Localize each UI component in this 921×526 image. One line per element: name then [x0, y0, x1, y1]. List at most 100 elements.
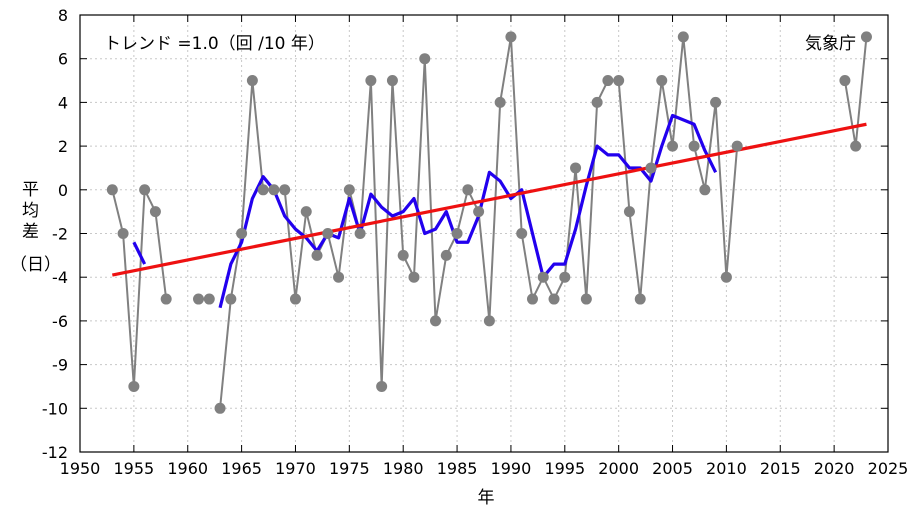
- data-point: [354, 228, 366, 239]
- x-tick-label: 2005: [652, 459, 693, 478]
- y-tick-label: -4: [52, 268, 68, 287]
- x-tick-label: 2015: [760, 459, 801, 478]
- data-point: [860, 31, 872, 43]
- data-point: [225, 293, 237, 305]
- data-point: [516, 228, 528, 239]
- data-point: [570, 162, 582, 174]
- y-tick-label: -6: [52, 312, 68, 331]
- data-point: [731, 140, 743, 152]
- x-tick-label: 2000: [598, 459, 639, 478]
- data-point: [656, 75, 668, 87]
- data-point: [591, 96, 603, 108]
- data-point: [300, 206, 312, 218]
- y-tick-label: 4: [58, 93, 68, 112]
- y-tick-label: -9: [52, 356, 68, 375]
- y-tick-label: 0: [58, 181, 68, 200]
- data-point: [602, 75, 614, 87]
- data-point: [128, 380, 140, 392]
- x-tick-label: 1950: [60, 459, 101, 478]
- data-point: [343, 184, 355, 196]
- source-label: 気象庁: [805, 34, 856, 54]
- data-point: [505, 31, 517, 43]
- data-point: [160, 293, 172, 305]
- data-point: [440, 249, 452, 261]
- y-tick-label: 2: [58, 137, 68, 156]
- y-axis-title-unit: （日）: [10, 255, 61, 275]
- data-point: [537, 271, 549, 283]
- data-point: [720, 271, 732, 283]
- data-point: [408, 271, 420, 283]
- data-point: [386, 75, 398, 87]
- x-tick-label: 1965: [221, 459, 262, 478]
- y-axis-title-char: 差: [22, 222, 39, 242]
- y-tick-label: 8: [58, 6, 68, 25]
- y-axis-title-char: 均: [22, 201, 39, 221]
- data-point: [117, 228, 129, 239]
- x-axis-title: 年: [478, 488, 495, 508]
- data-point: [580, 293, 592, 305]
- y-tick-label: -12: [42, 443, 68, 462]
- data-point: [473, 206, 485, 218]
- data-point: [149, 206, 161, 218]
- data-point: [203, 293, 215, 305]
- data-point: [397, 249, 409, 261]
- annual-series-line: [111, 185, 168, 387]
- y-tick-label: 6: [58, 50, 68, 69]
- y-axis-title: 平均差 （日）: [10, 180, 61, 275]
- grid-layer: [80, 15, 888, 452]
- x-tick-label: 1995: [544, 459, 585, 478]
- trend-line: [112, 122, 867, 277]
- trend-annotation: トレンド =1.0（回 /10 年）: [104, 34, 325, 54]
- data-point: [430, 315, 442, 327]
- data-point: [322, 228, 334, 239]
- data-point: [419, 53, 431, 65]
- data-point: [365, 75, 377, 87]
- data-point: [839, 75, 851, 87]
- x-tick-label: 1960: [167, 459, 208, 478]
- series-layer: [106, 31, 872, 414]
- data-point: [376, 380, 388, 392]
- data-point: [462, 184, 474, 196]
- x-tick-label: 2025: [868, 459, 909, 478]
- data-point: [289, 293, 301, 305]
- data-point: [699, 184, 711, 196]
- data-point: [667, 140, 679, 152]
- data-point: [559, 271, 571, 283]
- data-point: [494, 96, 506, 108]
- x-tick-label: 1985: [437, 459, 478, 478]
- running-mean-line: [132, 241, 147, 265]
- data-point: [311, 249, 323, 261]
- data-point: [548, 293, 560, 305]
- data-point: [526, 293, 538, 305]
- data-point: [850, 140, 862, 152]
- data-point: [451, 228, 463, 239]
- data-point: [214, 402, 226, 414]
- data-point: [483, 315, 495, 327]
- running-mean-line: [218, 113, 718, 309]
- data-point: [106, 184, 118, 196]
- x-tick-label: 1990: [491, 459, 532, 478]
- x-tick-label: 2020: [814, 459, 855, 478]
- x-tick-label: 1980: [383, 459, 424, 478]
- data-point: [257, 184, 269, 196]
- data-point: [634, 293, 646, 305]
- data-point: [645, 162, 657, 174]
- y-axis-title-char: 平: [22, 180, 39, 200]
- data-point: [613, 75, 625, 87]
- x-tick-label: 1975: [329, 459, 370, 478]
- annual-series-line: [219, 36, 739, 409]
- data-point: [279, 184, 291, 196]
- data-point: [677, 31, 689, 43]
- x-tick-label: 1955: [114, 459, 155, 478]
- y-tick-label: -2: [52, 225, 68, 244]
- data-point: [236, 228, 248, 239]
- data-point: [193, 293, 205, 305]
- data-point: [268, 184, 280, 196]
- x-tick-label: 1970: [275, 459, 316, 478]
- data-point: [246, 75, 258, 87]
- data-point: [333, 271, 345, 283]
- x-tick-label: 2010: [706, 459, 747, 478]
